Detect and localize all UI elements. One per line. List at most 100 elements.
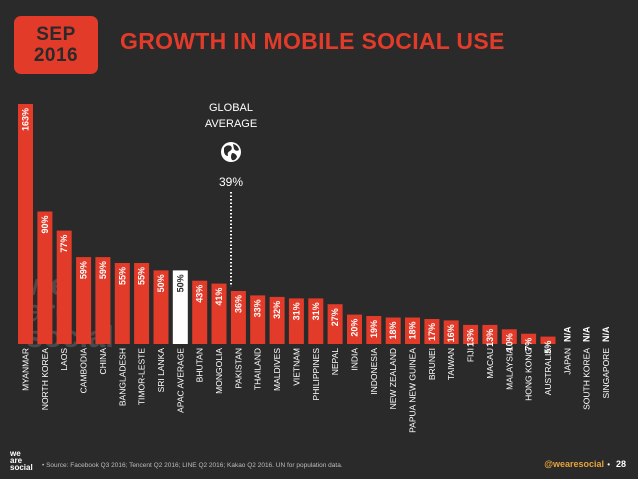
bar-vietnam — [288, 298, 304, 344]
data-label: 7% — [524, 338, 534, 351]
twitter-handle[interactable]: @wearesocial — [544, 459, 604, 469]
category-label: LAOS — [59, 348, 69, 371]
category-label: BANGLADESH — [117, 348, 127, 406]
category-label: TAIWAN — [446, 348, 456, 380]
category-label: SRI LANKA — [156, 348, 166, 393]
bar-mongolia — [211, 283, 227, 344]
bar-malaysia — [501, 329, 517, 344]
category-label: NEW ZEALAND — [388, 348, 398, 409]
data-label: 18% — [388, 322, 398, 340]
category-label: APAC AVERAGE — [175, 348, 185, 413]
category-label: PAKISTAN — [233, 348, 243, 389]
bar-australia — [540, 336, 556, 344]
date-month: SEP — [36, 24, 76, 45]
category-label: SINGAPORE — [601, 348, 611, 399]
footer-separator: • — [607, 460, 610, 469]
category-label: BHUTAN — [195, 348, 205, 382]
bar-papua-new-guinea — [405, 317, 420, 344]
data-label: N/A — [562, 326, 572, 342]
data-label: 55% — [117, 267, 127, 285]
category-label: MYANMAR — [21, 348, 31, 391]
category-label: VIETNAM — [291, 348, 301, 386]
data-label: 27% — [330, 308, 340, 326]
category-label: MONGOLIA — [214, 348, 224, 394]
category-label: CAMBODIA — [79, 348, 89, 394]
data-label: 50% — [156, 274, 166, 292]
bar-pakistan — [230, 291, 246, 344]
category-label: SOUTH KOREA — [582, 348, 592, 410]
category-label: MALDIVES — [272, 348, 282, 391]
category-label: TIMOR-LESTE — [137, 348, 147, 405]
data-label: 36% — [233, 295, 243, 313]
bar-macau — [482, 324, 498, 344]
bar-philippines — [308, 298, 324, 344]
category-label: PHILIPPINES — [311, 348, 321, 401]
bar-maldives — [269, 296, 285, 344]
data-label: N/A — [601, 326, 611, 342]
data-label: 41% — [214, 288, 224, 306]
bar-bhutan — [192, 280, 208, 344]
category-label: JAPAN — [562, 348, 572, 375]
source-note: • Source: Facebook Q3 2016; Tencent Q2 2… — [42, 462, 343, 469]
category-label: INDONESIA — [369, 348, 379, 395]
category-label: AUSTRALIA — [543, 348, 553, 396]
global-average-label: GLOBAL — [209, 102, 253, 114]
date-year: 2016 — [33, 45, 79, 66]
category-label: THAILAND — [253, 348, 263, 390]
page-number: 28 — [615, 459, 626, 469]
data-label: 13% — [466, 329, 476, 347]
category-label: HONG KONG — [524, 348, 534, 401]
bar-india — [347, 314, 362, 344]
bar-thailand — [250, 295, 266, 344]
category-label: MACAU — [485, 348, 495, 379]
data-label: 50% — [175, 274, 185, 292]
data-label: 10% — [504, 333, 514, 351]
data-label: 5% — [543, 341, 553, 354]
date-badge: SEP 2016 — [14, 16, 98, 74]
bar-brunei — [424, 319, 440, 344]
category-label: NORTH KOREA — [40, 348, 50, 411]
data-label: 59% — [98, 261, 108, 279]
bar-bangladesh — [114, 263, 130, 344]
footer-logo: we are social — [10, 449, 33, 472]
bar-sri-lanka — [153, 270, 169, 344]
bar-hong-kong — [521, 333, 537, 344]
bar-apac-average — [172, 270, 188, 344]
data-label: 33% — [253, 299, 263, 317]
data-label: 18% — [408, 322, 418, 340]
category-label: NEPAL — [330, 348, 340, 376]
data-label: 77% — [59, 235, 69, 253]
category-label: BRUNEI — [427, 348, 437, 380]
data-label: 31% — [311, 302, 321, 320]
bar-nepal — [327, 304, 343, 344]
category-label: INDIA — [350, 348, 360, 371]
bar-china — [95, 257, 111, 344]
global-average-label: AVERAGE — [205, 118, 257, 130]
bar-taiwan — [443, 320, 459, 344]
data-label: 43% — [195, 285, 205, 303]
page-title: GROWTH IN MOBILE SOCIAL USE — [120, 28, 505, 54]
globe-icon — [221, 142, 241, 162]
data-label: 20% — [350, 319, 360, 337]
data-label: 59% — [79, 261, 89, 279]
bar-laos — [56, 230, 72, 344]
category-label: PAPUA NEW GUINEA — [408, 348, 418, 433]
data-label: 90% — [40, 216, 50, 234]
bar-fiji — [463, 324, 479, 344]
data-label: 32% — [272, 301, 282, 319]
data-label: 16% — [446, 324, 456, 342]
bar-timor-leste — [134, 263, 150, 344]
bar-new-zealand — [385, 317, 401, 344]
global-average-value: 39% — [219, 175, 243, 189]
data-label: N/A — [582, 326, 592, 342]
data-label: 13% — [485, 329, 495, 347]
category-label: MALAYSIA — [504, 348, 514, 390]
category-label: FIJI — [466, 348, 476, 362]
bar-myanmar — [18, 104, 33, 344]
bar-cambodia — [76, 257, 92, 344]
data-label: 55% — [137, 267, 147, 285]
bar-north-korea — [37, 211, 53, 344]
data-label: 17% — [427, 323, 437, 341]
bar-indonesia — [366, 316, 382, 344]
